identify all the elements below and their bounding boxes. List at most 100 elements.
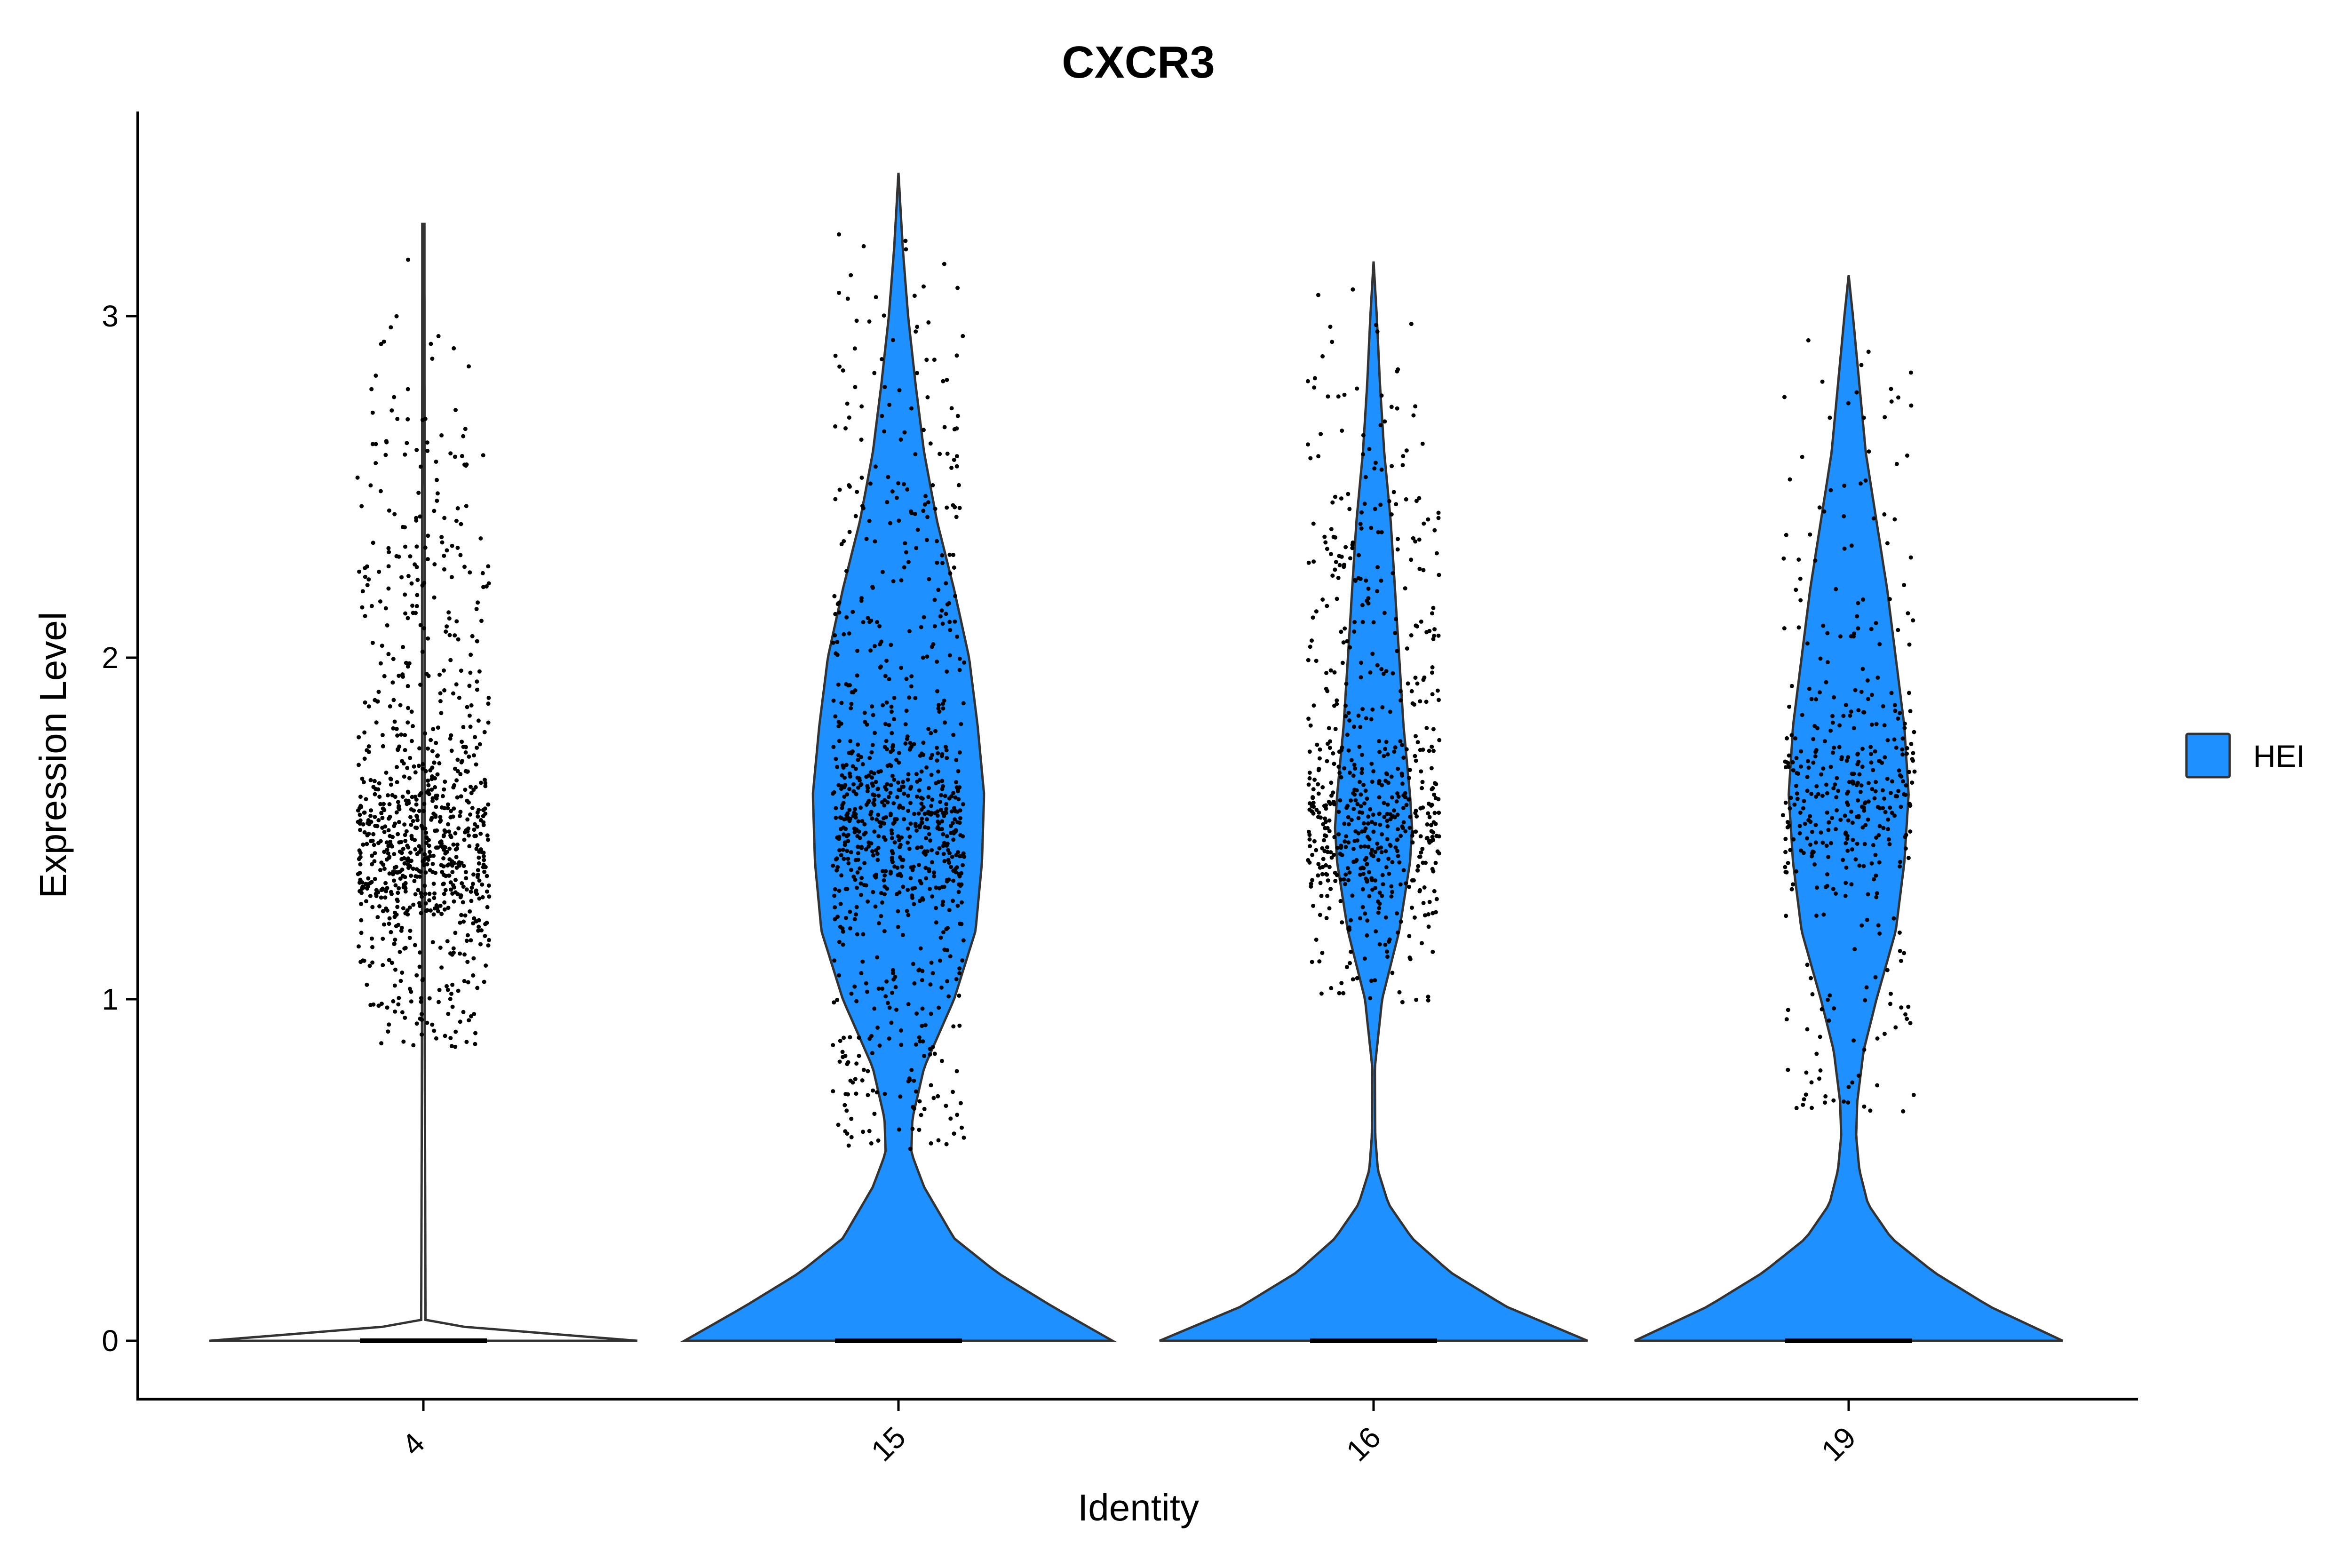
data-point — [405, 802, 409, 806]
data-point — [924, 836, 929, 841]
data-point — [430, 1022, 435, 1027]
data-point — [448, 815, 453, 820]
data-point — [1310, 852, 1315, 857]
data-point — [1318, 865, 1322, 870]
data-point — [478, 942, 483, 947]
data-point — [386, 564, 391, 569]
data-point — [1329, 986, 1334, 990]
data-point — [472, 753, 476, 758]
data-point — [847, 819, 852, 823]
data-point — [1877, 824, 1882, 828]
data-point — [1910, 780, 1915, 785]
data-point — [897, 788, 901, 792]
data-point — [1389, 774, 1394, 779]
data-point — [848, 774, 852, 779]
data-point — [1798, 811, 1803, 815]
data-point — [880, 900, 884, 905]
y-tick-label-1: 1 — [102, 982, 119, 1016]
data-point — [1377, 890, 1382, 895]
data-point — [382, 830, 387, 834]
data-point — [1425, 822, 1430, 827]
data-point — [1838, 634, 1843, 639]
data-point — [371, 1002, 376, 1007]
data-point — [927, 832, 931, 836]
data-point — [889, 764, 893, 768]
legend-key-hei — [2185, 732, 2231, 779]
data-point — [1805, 788, 1810, 793]
data-point — [1902, 726, 1907, 730]
data-point — [1357, 744, 1362, 749]
data-point — [453, 877, 458, 882]
data-point — [944, 612, 948, 616]
data-point — [884, 739, 889, 743]
data-point — [455, 545, 460, 550]
data-point — [1831, 750, 1835, 755]
data-point — [889, 704, 894, 709]
data-point — [366, 704, 371, 709]
data-point — [898, 437, 903, 442]
data-point — [413, 874, 418, 879]
data-point — [1409, 689, 1414, 693]
data-point — [839, 853, 843, 858]
data-point — [851, 782, 856, 787]
data-point — [1866, 350, 1871, 354]
data-point — [845, 887, 850, 891]
data-point — [929, 804, 933, 808]
data-point — [419, 911, 423, 915]
data-point — [460, 454, 464, 458]
data-point — [435, 478, 439, 482]
data-point — [463, 788, 468, 792]
data-point — [421, 418, 425, 422]
data-point — [1794, 756, 1799, 760]
data-point — [405, 616, 410, 621]
data-point — [832, 1000, 836, 1005]
data-point — [894, 495, 899, 500]
data-point — [1362, 501, 1367, 506]
data-point — [386, 828, 391, 833]
data-point — [1898, 860, 1902, 864]
data-point — [1833, 782, 1837, 787]
data-point — [1842, 1099, 1846, 1104]
data-point — [441, 864, 446, 869]
data-point — [411, 611, 415, 615]
data-point — [385, 623, 389, 628]
data-point — [1366, 586, 1371, 591]
data-point — [394, 865, 398, 869]
data-point — [926, 810, 930, 814]
data-point — [1862, 710, 1867, 715]
data-point — [1796, 557, 1801, 562]
data-point — [913, 452, 918, 456]
data-point — [918, 1039, 922, 1043]
data-point — [369, 808, 373, 813]
data-point — [885, 500, 890, 504]
data-point — [439, 711, 444, 716]
data-point — [1323, 820, 1328, 824]
data-point — [467, 684, 472, 688]
data-point — [953, 594, 957, 598]
data-point — [371, 541, 375, 545]
data-point — [1811, 737, 1816, 741]
data-point — [1412, 915, 1417, 920]
data-point — [891, 977, 896, 982]
data-point — [1420, 780, 1425, 784]
data-point — [466, 980, 470, 985]
data-point — [475, 639, 479, 644]
data-point — [914, 329, 918, 334]
data-point — [1430, 611, 1434, 616]
data-point — [418, 869, 423, 874]
data-point — [1797, 824, 1802, 828]
data-point — [1813, 558, 1818, 563]
data-point — [837, 739, 842, 743]
data-point — [911, 962, 915, 966]
data-point — [448, 880, 453, 885]
data-point — [450, 543, 454, 548]
data-point — [485, 905, 490, 909]
data-point — [1305, 379, 1310, 383]
data-point — [379, 895, 383, 900]
data-point — [430, 798, 435, 803]
data-point — [1317, 756, 1322, 761]
data-point — [443, 829, 448, 834]
data-point — [439, 844, 444, 848]
data-point — [907, 835, 912, 839]
data-point — [926, 826, 930, 830]
